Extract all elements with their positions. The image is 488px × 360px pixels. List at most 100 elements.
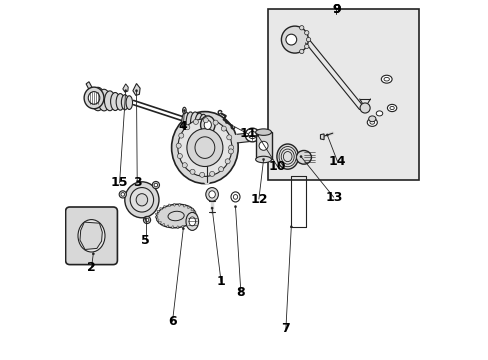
- Bar: [255, 132, 271, 159]
- Ellipse shape: [228, 145, 233, 150]
- Circle shape: [183, 109, 185, 112]
- Ellipse shape: [176, 143, 181, 148]
- Ellipse shape: [156, 219, 159, 221]
- Ellipse shape: [119, 191, 126, 198]
- Polygon shape: [122, 84, 128, 92]
- Ellipse shape: [193, 211, 196, 213]
- Circle shape: [225, 121, 227, 123]
- Ellipse shape: [187, 206, 189, 208]
- Text: 13: 13: [325, 191, 342, 204]
- Ellipse shape: [152, 181, 159, 189]
- Ellipse shape: [104, 91, 115, 111]
- Text: 8: 8: [236, 286, 244, 299]
- Ellipse shape: [281, 26, 308, 53]
- Ellipse shape: [182, 107, 186, 114]
- Text: 9: 9: [331, 3, 340, 15]
- Ellipse shape: [178, 203, 180, 206]
- Ellipse shape: [143, 216, 150, 224]
- Text: 6: 6: [168, 315, 177, 328]
- Polygon shape: [320, 134, 324, 140]
- Ellipse shape: [368, 116, 375, 122]
- Circle shape: [92, 253, 94, 255]
- Text: 4: 4: [179, 120, 187, 133]
- Ellipse shape: [88, 92, 100, 104]
- Ellipse shape: [78, 220, 105, 252]
- Ellipse shape: [194, 217, 197, 219]
- Ellipse shape: [283, 152, 291, 162]
- Text: 9: 9: [331, 3, 340, 15]
- Circle shape: [144, 217, 146, 220]
- Ellipse shape: [193, 120, 198, 125]
- Ellipse shape: [160, 208, 162, 210]
- Ellipse shape: [168, 211, 184, 221]
- Circle shape: [182, 228, 184, 230]
- Ellipse shape: [186, 112, 194, 132]
- Ellipse shape: [205, 188, 218, 201]
- Ellipse shape: [259, 141, 267, 150]
- Ellipse shape: [91, 87, 104, 111]
- Circle shape: [135, 90, 137, 92]
- Ellipse shape: [255, 129, 271, 135]
- Circle shape: [124, 90, 126, 92]
- Text: 10: 10: [268, 160, 286, 173]
- Ellipse shape: [230, 192, 240, 202]
- Polygon shape: [133, 84, 140, 95]
- Ellipse shape: [386, 104, 396, 112]
- Ellipse shape: [218, 167, 223, 172]
- Text: 2: 2: [87, 261, 96, 274]
- Ellipse shape: [185, 212, 198, 230]
- Ellipse shape: [383, 77, 388, 81]
- Circle shape: [262, 158, 264, 161]
- Ellipse shape: [190, 208, 193, 211]
- Ellipse shape: [195, 113, 203, 134]
- Ellipse shape: [279, 147, 296, 167]
- Ellipse shape: [171, 112, 238, 184]
- Ellipse shape: [221, 126, 226, 131]
- Ellipse shape: [366, 118, 377, 126]
- Text: 1: 1: [216, 275, 225, 288]
- Ellipse shape: [157, 210, 159, 212]
- Ellipse shape: [194, 214, 197, 216]
- Ellipse shape: [306, 37, 310, 42]
- Ellipse shape: [186, 129, 223, 167]
- Circle shape: [256, 134, 258, 136]
- Ellipse shape: [189, 222, 192, 224]
- Text: 15: 15: [111, 176, 128, 189]
- Ellipse shape: [168, 204, 170, 207]
- Ellipse shape: [156, 204, 196, 228]
- Circle shape: [299, 156, 302, 158]
- Ellipse shape: [233, 194, 237, 199]
- Ellipse shape: [121, 95, 128, 110]
- Ellipse shape: [84, 87, 104, 109]
- Ellipse shape: [182, 112, 189, 131]
- Ellipse shape: [228, 149, 233, 154]
- Ellipse shape: [116, 94, 124, 110]
- Ellipse shape: [190, 169, 195, 174]
- Ellipse shape: [369, 121, 374, 124]
- Ellipse shape: [98, 89, 110, 111]
- Ellipse shape: [159, 221, 161, 224]
- Ellipse shape: [375, 111, 382, 116]
- Ellipse shape: [200, 116, 215, 134]
- Ellipse shape: [130, 188, 153, 212]
- Ellipse shape: [209, 171, 214, 176]
- Ellipse shape: [126, 96, 132, 109]
- Ellipse shape: [121, 193, 124, 196]
- Ellipse shape: [171, 226, 173, 229]
- Ellipse shape: [299, 49, 303, 54]
- Text: 14: 14: [328, 155, 346, 168]
- Ellipse shape: [304, 44, 308, 49]
- Ellipse shape: [178, 119, 231, 176]
- Ellipse shape: [199, 114, 207, 134]
- Ellipse shape: [166, 225, 168, 228]
- Text: 12: 12: [250, 193, 267, 206]
- Ellipse shape: [163, 206, 165, 208]
- Ellipse shape: [186, 224, 188, 226]
- Ellipse shape: [177, 153, 182, 158]
- Ellipse shape: [173, 203, 175, 206]
- Ellipse shape: [224, 159, 230, 164]
- Text: 3: 3: [133, 176, 141, 189]
- Circle shape: [289, 226, 292, 228]
- Bar: [267, 9, 418, 180]
- Ellipse shape: [184, 125, 189, 130]
